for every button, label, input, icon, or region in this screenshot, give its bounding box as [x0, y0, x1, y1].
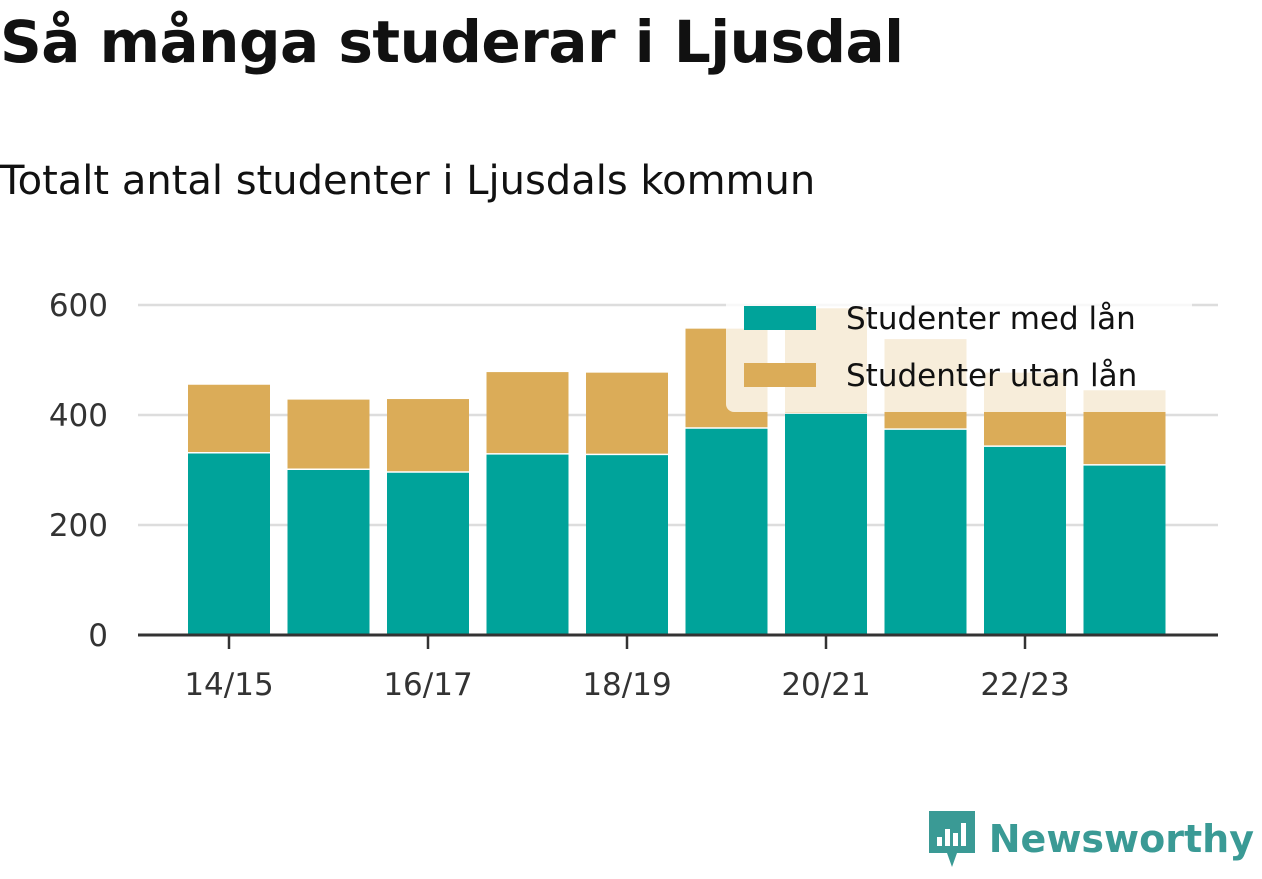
- bar-without-loan-14-15: [188, 384, 270, 452]
- legend: Studenter med lån Studenter utan lån: [726, 294, 1192, 412]
- y-tick-label: 400: [49, 398, 108, 434]
- bar-without-loan-16-17: [387, 399, 469, 472]
- x-tick-label: 16/17: [383, 667, 472, 703]
- y-tick-label: 200: [49, 508, 108, 544]
- legend-label-without-loan: Studenter utan lån: [846, 358, 1137, 394]
- x-tick-label: 20/21: [781, 667, 870, 703]
- axes: 0 200 400 600 14/15 16/17 18/19 20/21 22/23: [49, 288, 1218, 703]
- legend-swatch-with-loan: [744, 306, 816, 330]
- bar-without-loan-18-19: [586, 372, 668, 454]
- y-tick-label: 600: [49, 288, 108, 324]
- bar-with-loan-20-21: [785, 413, 867, 635]
- bar-with-loan-14-15: [188, 453, 270, 635]
- bar-with-loan-15-16: [287, 470, 370, 635]
- x-tick-label: 14/15: [184, 667, 273, 703]
- chart-title: Så många studerar i Ljusdal: [0, 8, 904, 76]
- bar-with-loan-23-24: [1083, 465, 1166, 635]
- bar-with-loan-19-20: [685, 428, 768, 635]
- brand-name: Newsworthy: [988, 817, 1254, 861]
- bar-without-loan-15-16: [287, 399, 370, 469]
- bar-with-loan-16-17: [387, 472, 469, 635]
- bar-without-loan-17-18: [486, 372, 569, 454]
- bar-with-loan-21-22: [884, 429, 967, 635]
- y-tick-label: 0: [88, 618, 108, 654]
- legend-box: [726, 294, 1192, 412]
- bar-with-loan-17-18: [486, 454, 569, 635]
- brand-logo: Newsworthy: [927, 809, 1254, 869]
- x-tick-label: 18/19: [582, 667, 671, 703]
- legend-swatch-without-loan: [744, 363, 816, 387]
- chart-subtitle: Totalt antal studenter i Ljusdals kommun: [0, 158, 816, 204]
- x-tick-label: 22/23: [980, 667, 1069, 703]
- legend-label-with-loan: Studenter med lån: [846, 301, 1136, 337]
- newsworthy-logo-icon: [928, 811, 975, 867]
- bar-with-loan-18-19: [586, 455, 668, 635]
- bar-with-loan-22-23: [984, 446, 1066, 635]
